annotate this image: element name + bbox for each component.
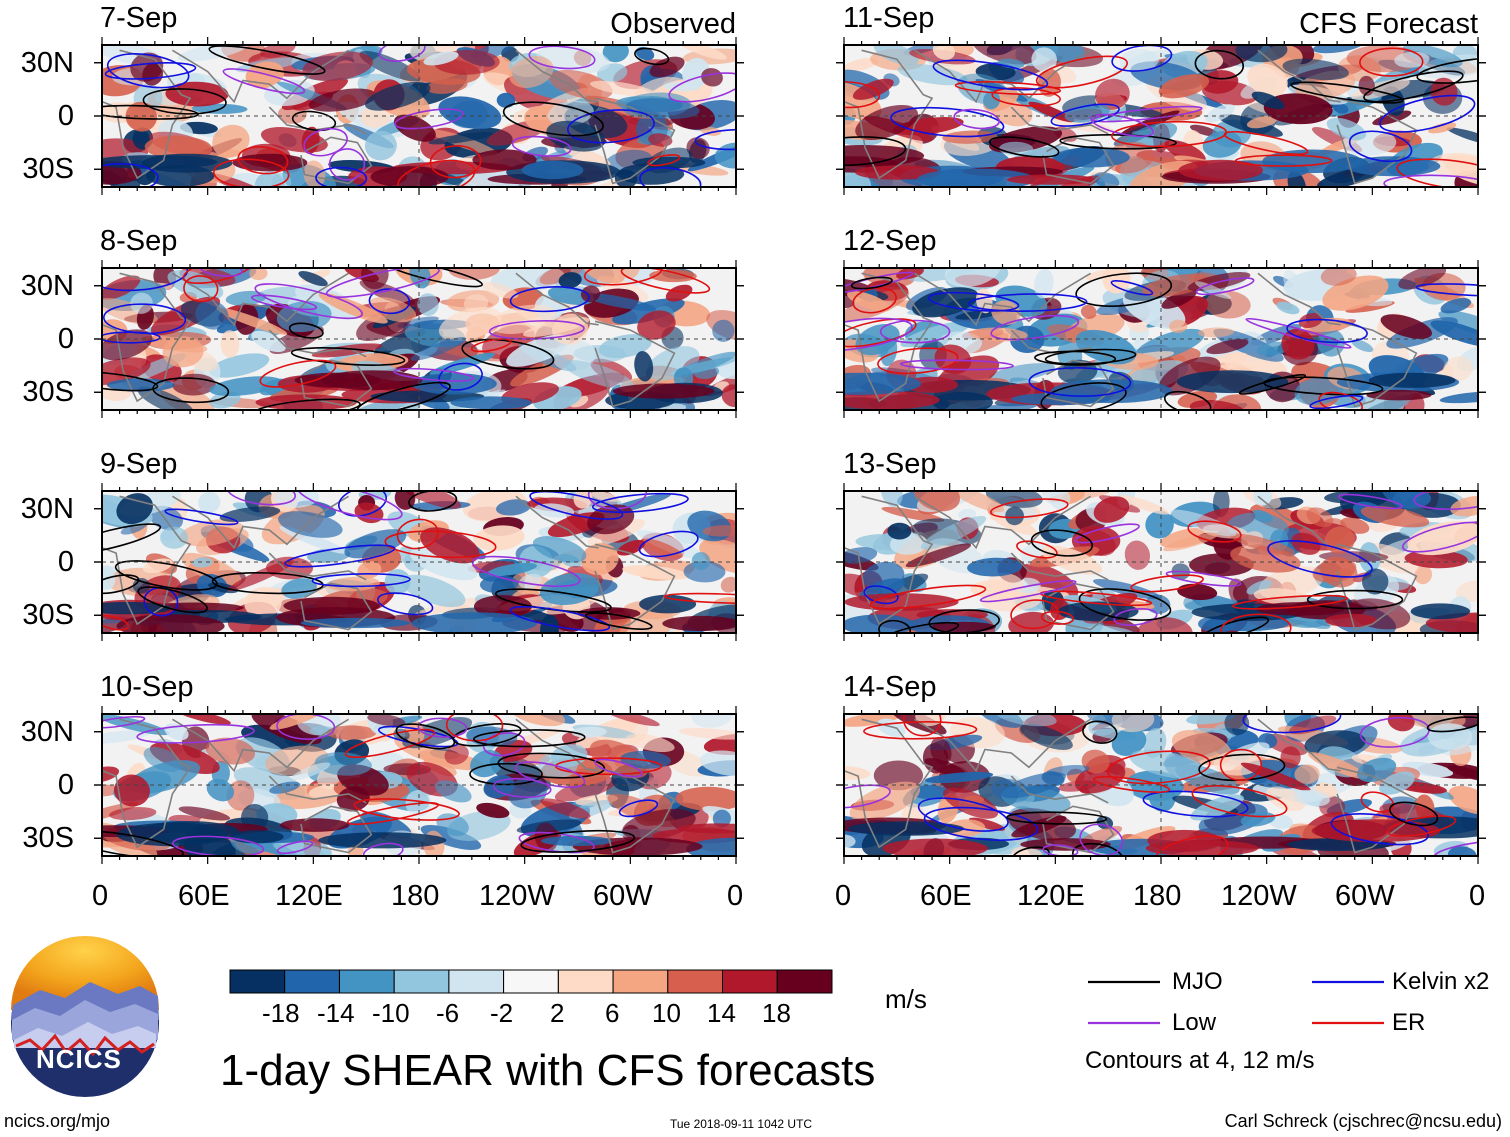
shear-panel: [94, 706, 744, 864]
colorbar-tick: 10: [652, 998, 681, 1028]
panel-date-observed-3: 9-Sep: [100, 448, 178, 480]
panel-date-observed-2: 8-Sep: [100, 225, 178, 257]
author-credit: Carl Schreck (cjschrec@ncsu.edu): [1224, 1111, 1502, 1131]
shear-panel: [836, 483, 1486, 641]
lon-tick-0: 0: [92, 880, 109, 912]
colorbar-bin: [229, 969, 286, 994]
lat-tick-30s: 30S: [22, 599, 74, 631]
lon-tick-120e: 120E: [1017, 880, 1085, 912]
panel-date-forecast-3: 13-Sep: [843, 448, 937, 480]
colorbar-tick: 6: [605, 998, 620, 1028]
shear-panel: [94, 37, 744, 195]
lon-tick-120w: 120W: [479, 880, 555, 912]
panel-date-forecast-4: 14-Sep: [843, 671, 937, 703]
ncics-url: ncics.org/mjo: [4, 1111, 111, 1131]
colorbar-tick: 18: [762, 998, 791, 1028]
unit-label: m/s: [885, 984, 927, 1014]
colorbar-bin: [776, 969, 833, 994]
lat-tick-eq: 0: [57, 769, 74, 801]
colorbar-bin: [448, 969, 505, 994]
colorbar-bin: [339, 969, 395, 994]
colorbar-bin: [393, 969, 450, 994]
legend-low-label: Low: [1172, 1009, 1217, 1036]
lon-tick-120e: 120E: [275, 880, 343, 912]
timestamp: Tue 2018-09-11 1042 UTC: [670, 1117, 813, 1131]
lat-tick-eq: 0: [57, 100, 74, 132]
lat-tick-30s: 30S: [22, 376, 74, 408]
shear-panel: [836, 260, 1486, 418]
colorbar-tick: -18: [262, 998, 300, 1028]
colorbar: [229, 969, 833, 994]
observed-label: Observed: [610, 8, 736, 40]
lon-tick-60e: 60E: [178, 880, 230, 912]
lon-tick-0-end: 0: [727, 880, 744, 912]
panel-date-observed-4: 10-Sep: [100, 671, 194, 703]
colorbar-tick: -6: [436, 998, 460, 1028]
lat-tick-30n: 30N: [20, 716, 74, 748]
contour-note: Contours at 4, 12 m/s: [1085, 1047, 1315, 1074]
lat-tick-30n: 30N: [20, 493, 74, 525]
contour-legend: [1088, 980, 1384, 1025]
colorbar-tick: -14: [317, 998, 355, 1028]
lat-tick-eq: 0: [57, 546, 74, 578]
lon-tick-180: 180: [1133, 880, 1182, 912]
ncics-logo: [11, 936, 159, 1097]
colorbar-tick: 2: [550, 998, 565, 1028]
lon-tick-60w: 60W: [1335, 880, 1395, 912]
panel-date-observed-1: 7-Sep: [100, 2, 178, 34]
lat-tick-30s: 30S: [22, 822, 74, 854]
colorbar-bin: [667, 969, 723, 994]
panel-date-forecast-1: 11-Sep: [843, 2, 935, 34]
legend-mjo-label: MJO: [1172, 968, 1223, 995]
colorbar-bin: [284, 969, 340, 994]
lon-tick-0-end: 0: [1469, 880, 1486, 912]
lon-tick-0: 0: [835, 880, 852, 912]
shear-panel: [94, 483, 744, 641]
colorbar-bin: [612, 969, 669, 994]
colorbar-bin: [503, 969, 559, 994]
colorbar-tick: -10: [372, 998, 410, 1028]
legend-kelvin-label: Kelvin x2: [1392, 968, 1490, 995]
lat-tick-30n: 30N: [20, 47, 74, 79]
shear-panel: [836, 37, 1486, 195]
ncics-logo-text: NCICS: [36, 1044, 122, 1074]
shear-panel: [94, 260, 744, 418]
cfs-forecast-label: CFS Forecast: [1299, 8, 1478, 40]
lat-tick-30s: 30S: [22, 153, 74, 185]
legend-er-label: ER: [1392, 1009, 1426, 1036]
colorbar-tick: 14: [707, 998, 736, 1028]
chart-title: 1-day SHEAR with CFS forecasts: [220, 1046, 876, 1095]
shear-panel: [836, 706, 1486, 864]
lon-tick-120w: 120W: [1221, 880, 1297, 912]
colorbar-bin: [557, 969, 614, 994]
lon-tick-180: 180: [391, 880, 440, 912]
lon-tick-60w: 60W: [593, 880, 653, 912]
lon-tick-60e: 60E: [920, 880, 972, 912]
colorbar-tick: -2: [490, 998, 514, 1028]
colorbar-bin: [722, 969, 778, 994]
lat-tick-30n: 30N: [20, 270, 74, 302]
lat-tick-eq: 0: [57, 323, 74, 355]
panel-date-forecast-2: 12-Sep: [843, 225, 937, 257]
